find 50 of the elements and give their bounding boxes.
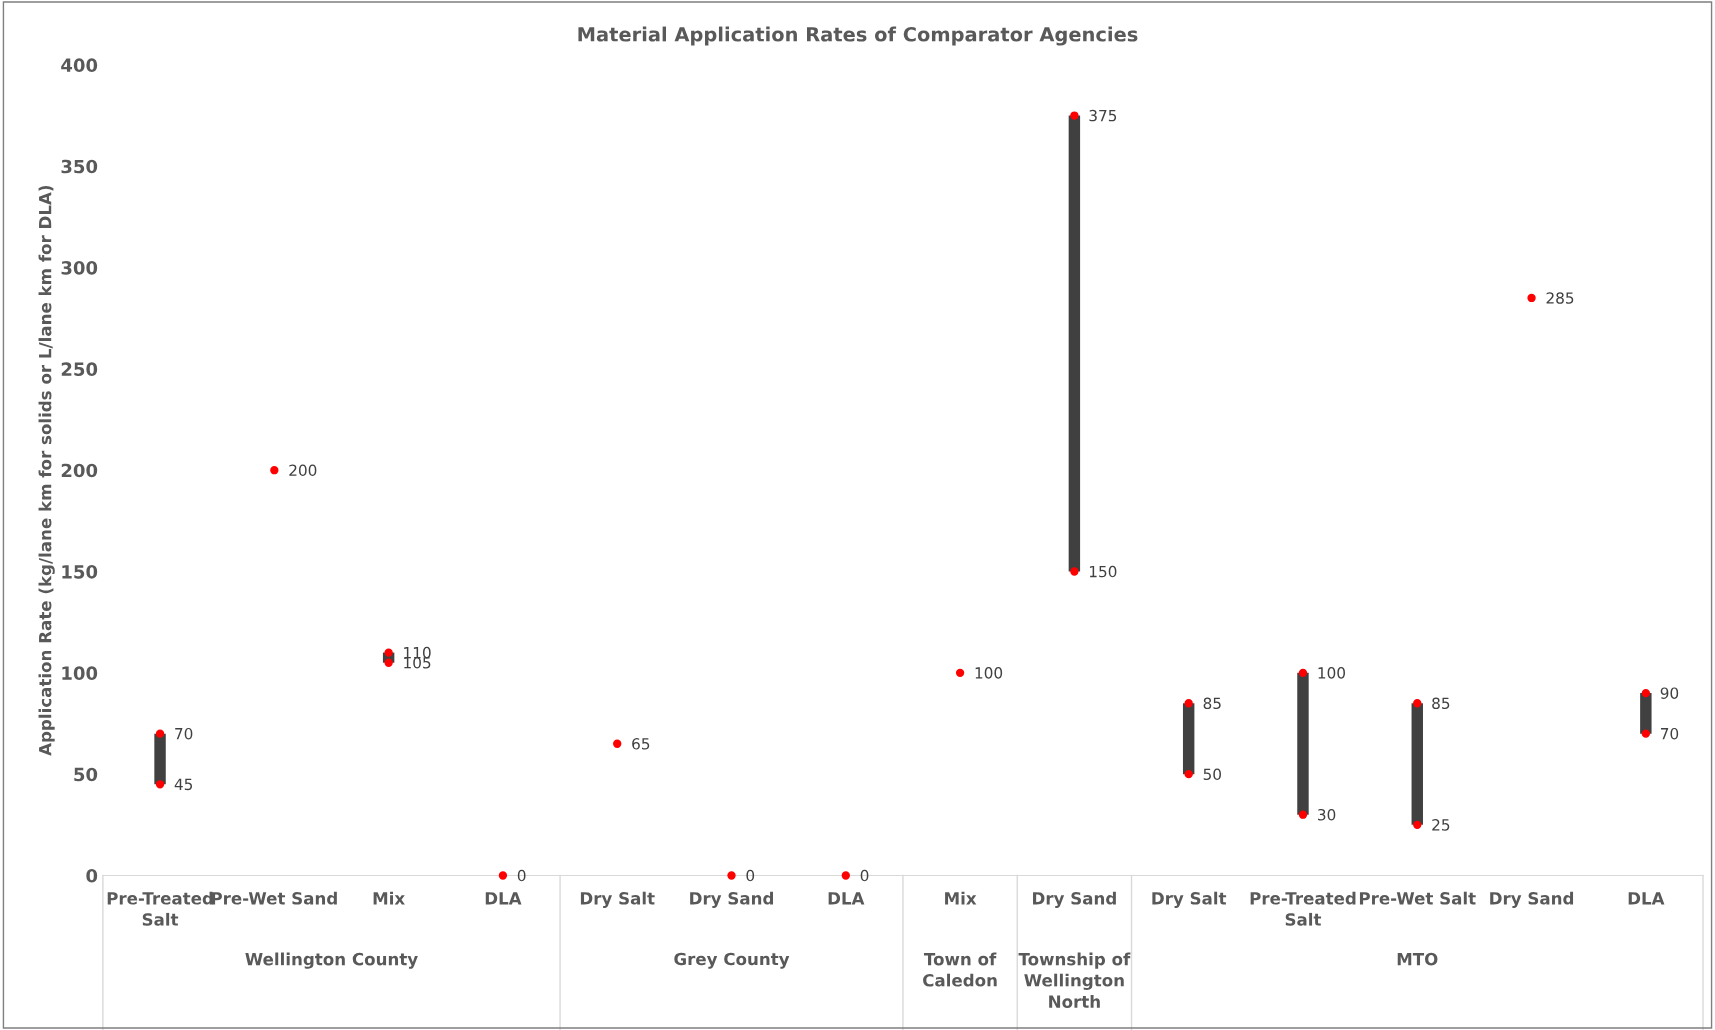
data-label: 70 [1660,727,1679,740]
data-label: 285 [1546,292,1574,304]
y-tick-label: 0 [86,868,98,883]
x-tick-label: DLA [485,892,522,905]
data-label: 85 [1432,697,1450,710]
data-label: 100 [1318,667,1346,679]
data-label: 90 [1660,687,1679,699]
y-tick-label: 200 [61,463,98,478]
x-tick-label: Dry Sand [1490,891,1574,908]
y-tick-label: 350 [61,159,98,174]
x-axis-title: MTO [1397,952,1438,966]
x-tick-label: Pre-Treated Salt [107,891,213,926]
data-label: 0 [517,869,526,882]
x-axis-title: Town of Caledon [923,952,997,987]
x-tick-label: Dry Salt [580,891,655,908]
x-axis-title: Grey County [674,952,790,969]
y-tick-label: 150 [62,564,98,579]
data-label: 85 [1203,697,1221,710]
data-label: 25 [1432,819,1450,831]
data-label: 375 [1089,109,1117,122]
data-label: 0 [860,869,869,882]
data-label: 0 [746,869,755,882]
y-tick-label: 400 [61,58,98,73]
x-tick-label: Dry Salt [1152,891,1227,908]
data-label: 150 [1089,565,1117,578]
data-label: 65 [632,738,650,750]
x-tick-label: Pre-Treated Salt [1250,891,1356,926]
data-label: 70 [175,727,193,740]
data-label: 45 [174,778,193,791]
x-tick-label: Dry Sand [690,891,773,908]
x-tick-label: Pre-Wet Salt [1359,891,1476,905]
x-tick-label: DLA [828,892,865,905]
x-tick-label: Pre-Wet Sand [211,891,337,905]
data-label: 110 [404,646,431,659]
y-tick-label: 50 [74,767,98,782]
y-tick-label: 100 [62,666,98,680]
x-tick-label: Mix [373,891,405,905]
data-label: 100 [975,667,1003,679]
y-tick-label: 250 [61,362,98,376]
chart-title: Material Application Rates of Comparator Agencies [578,26,1138,46]
x-tick-label: Mix [945,891,977,905]
y-axis-title: Application Rate (kg/lane km for solids or L/lane km for DLA) [38,185,55,756]
x-tick-label: Dry Sand [1033,891,1116,908]
x-axis-title: Wellington County [245,952,418,969]
data-label: 50 [1203,768,1221,780]
data-label: 30 [1318,808,1336,821]
x-axis-title: Township of Wellington North [1018,952,1131,1008]
x-tick-label: DLA [1628,892,1665,905]
y-tick-label: 300 [61,261,98,275]
data-label: 200 [289,464,317,477]
